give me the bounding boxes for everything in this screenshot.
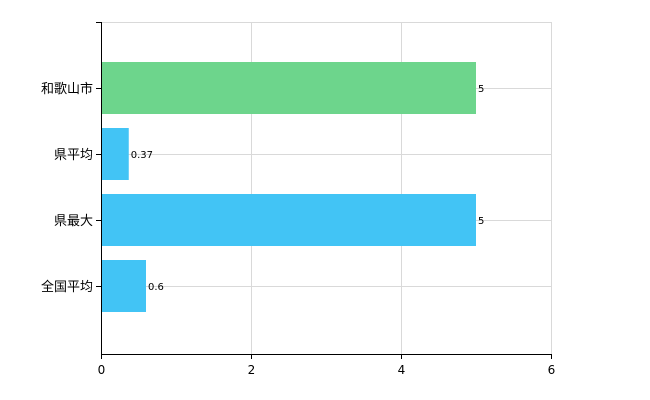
bar: [101, 194, 476, 246]
bars: [101, 62, 476, 312]
y-tick-label: 全国平均: [41, 279, 93, 295]
x-tick-label: 2: [248, 363, 256, 377]
x-tick-label: 4: [398, 363, 406, 377]
data-label: 0.6: [148, 282, 164, 293]
y-tick-label: 和歌山市: [41, 81, 93, 97]
x-tick-label: 6: [548, 363, 556, 377]
y-tick-label: 県最大: [54, 214, 93, 229]
data-label: 5: [478, 84, 484, 95]
bar: [101, 62, 476, 114]
bar: [101, 128, 129, 180]
data-label: 0.37: [131, 150, 153, 161]
x-tick-label: 0: [98, 363, 106, 377]
axes: [96, 22, 552, 359]
data-label: 5: [478, 216, 484, 227]
y-tick-label: 県平均: [54, 148, 93, 163]
bar: [101, 260, 146, 312]
